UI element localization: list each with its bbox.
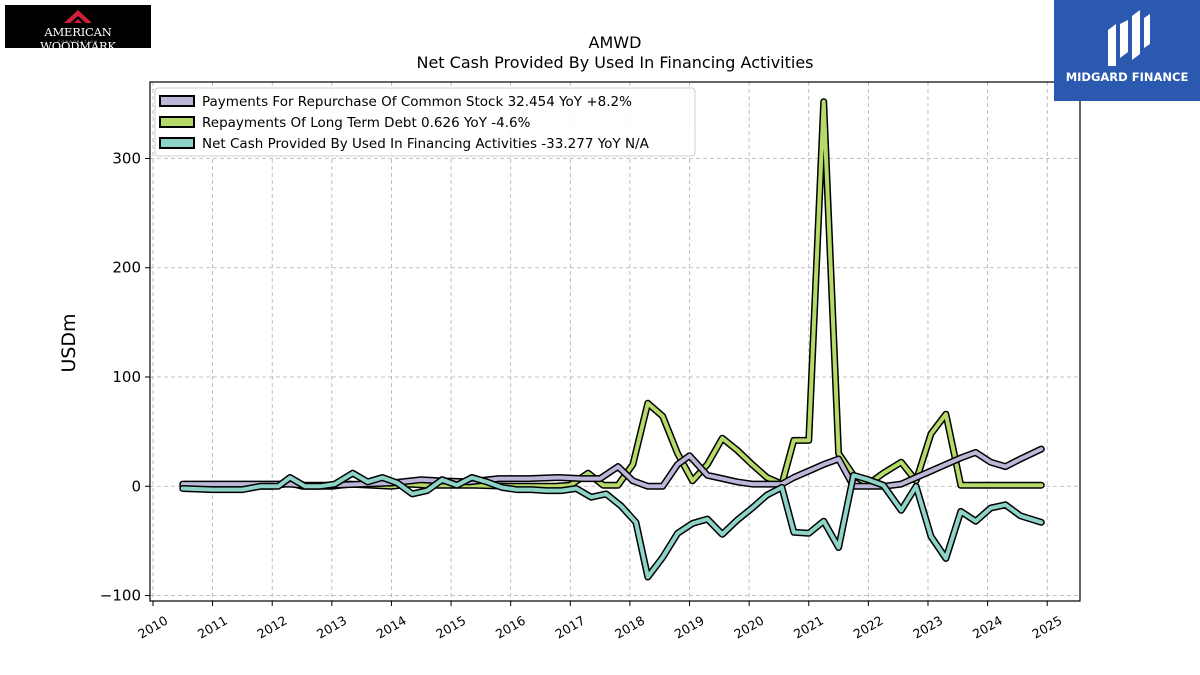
- x-tick-label: 2016: [493, 613, 528, 642]
- right-logo-brand: MIDGARD FINANCE: [1065, 70, 1189, 84]
- legend-box: [154, 87, 696, 157]
- legend-swatch: [159, 116, 195, 128]
- midgard-finance-logo: MIDGARD FINANCE: [1054, 0, 1200, 101]
- series-line-payments-for-repurchase-of-common-stock: [180, 447, 1044, 489]
- y-tick-label: 200: [112, 259, 141, 277]
- x-tick-label: 2012: [254, 613, 289, 642]
- x-tick-label: 2023: [910, 613, 945, 642]
- legend-label: Repayments Of Long Term Debt 0.626 YoY -…: [202, 115, 531, 131]
- legend-swatch: [159, 95, 195, 107]
- x-tick-label: 2017: [553, 613, 588, 642]
- legend: Payments For Repurchase Of Common Stock …: [154, 87, 696, 157]
- chart-subtitle: Net Cash Provided By Used In Financing A…: [416, 53, 813, 72]
- plot-frame: [149, 81, 1081, 602]
- roof-icon: [64, 10, 92, 23]
- chart-title: AMWD: [589, 33, 642, 52]
- midgard-mark-icon: [1108, 10, 1150, 66]
- series-line-repayments-of-long-term-debt: [180, 99, 1044, 489]
- x-tick-label: 2018: [612, 613, 647, 642]
- left-logo-brand: AMERICAN WOODMARK: [40, 25, 116, 53]
- series-lines: [179, 98, 1045, 581]
- x-tick-label: 2024: [970, 613, 1005, 642]
- x-tick-label: 2013: [314, 613, 349, 642]
- left-logo-sub: CORPORATION: [57, 40, 99, 44]
- legend-swatch: [159, 137, 195, 149]
- x-tick-label: 2022: [851, 613, 886, 642]
- y-tick-label: 0: [131, 477, 141, 495]
- legend-label: Payments For Repurchase Of Common Stock …: [202, 94, 632, 110]
- x-tick-label: 2011: [195, 613, 230, 642]
- y-tick-label: 100: [112, 368, 141, 386]
- x-tick-label: 2020: [731, 613, 766, 642]
- grid: [150, 82, 1080, 601]
- american-woodmark-logo: AMERICAN WOODMARK CORPORATION: [5, 5, 151, 53]
- y-axis-label: USDm: [58, 313, 80, 372]
- x-tick-label: 2014: [374, 613, 409, 642]
- legend-label: Net Cash Provided By Used In Financing A…: [202, 136, 650, 152]
- x-tick-label: 2019: [672, 613, 707, 642]
- axes: 2010 2011 2012 2013 2014 2015 2016 2017 2018 2019…: [100, 149, 1065, 641]
- series-line-net-cash-provided-by-used-in-financing-activities: [180, 471, 1044, 579]
- y-tick-label: −100: [100, 587, 141, 605]
- x-tick-label: 2021: [791, 613, 826, 642]
- series-outline-repayments-of-long-term-debt: [179, 98, 1045, 490]
- y-tick-label: 300: [112, 149, 141, 167]
- x-tick-label: 2015: [433, 613, 468, 642]
- x-tick-label: 2010: [135, 613, 170, 642]
- x-tick-label: 2025: [1029, 613, 1064, 642]
